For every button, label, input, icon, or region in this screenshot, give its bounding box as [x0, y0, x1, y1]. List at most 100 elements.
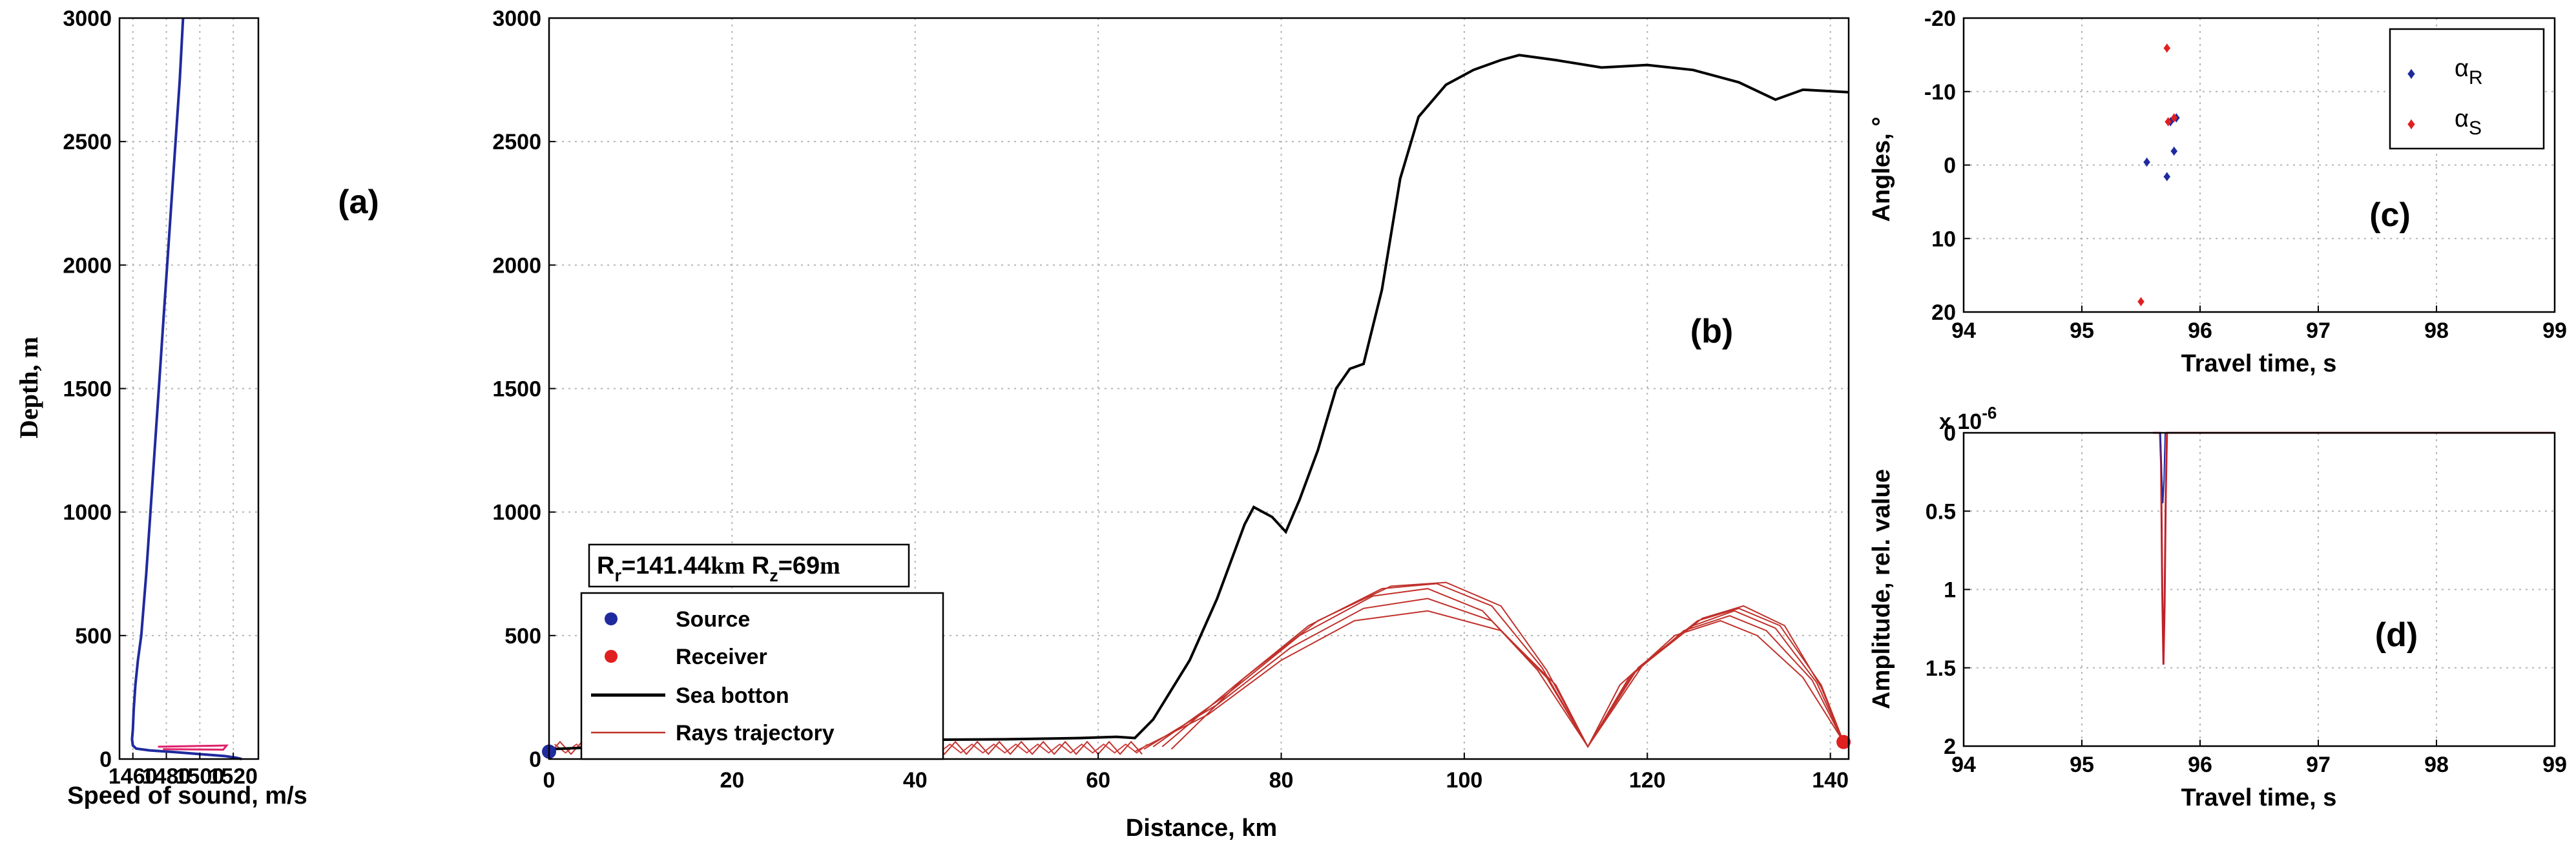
c-xtick-label: 98 — [2424, 318, 2449, 343]
d-xtick-label: 96 — [2188, 753, 2212, 777]
panel-d-series — [2152, 432, 2555, 665]
legend-source-marker — [605, 612, 618, 625]
legend-receiver-marker — [605, 650, 618, 663]
panel-b-ticks: 0 20 40 60 80 100 120 140 0 500 1000 1500 2000 2500 30… — [492, 6, 1849, 793]
panel-a: 1460148015001520050010001500200025003000… — [14, 6, 379, 809]
angle-point-1-2: ♦ — [2170, 110, 2178, 127]
panel-d-label: (d) — [2375, 616, 2418, 654]
ray-path-2 — [1152, 588, 1845, 748]
b-xtick-label: 100 — [1446, 768, 1483, 793]
c-ytick-label: 0 — [1944, 154, 1956, 178]
a-ytick-label: 3000 — [63, 6, 112, 31]
legend-source-label: Source — [676, 607, 750, 632]
b-xtick-label: 120 — [1629, 768, 1666, 793]
b-ytick-label: 500 — [504, 624, 541, 649]
c-xtick-label: 99 — [2542, 318, 2567, 343]
a-ytick-label: 2500 — [63, 130, 112, 154]
amplitude-pulse-red — [2152, 432, 2555, 665]
a-ytick-label: 500 — [75, 624, 112, 649]
c-ytick-label: 10 — [1931, 227, 1956, 251]
panel-d-scale-note: x 10-6 — [1939, 403, 1997, 434]
d-ytick-label: 2 — [1944, 734, 1956, 759]
angle-point-0-2: ♦ — [2170, 143, 2178, 160]
c-xtick-label: 97 — [2306, 318, 2331, 343]
panel-d: 94 95 96 97 98 99 0 0.5 1 1.5 2 Travel time, s Amp… — [1868, 403, 2567, 811]
b-xtick-label: 0 — [543, 768, 556, 793]
panel-a-grid — [119, 18, 258, 759]
d-ytick-label: 0.5 — [1926, 499, 1956, 524]
a-xtick-label: 1460 — [109, 764, 158, 789]
c-xtick-label: 96 — [2188, 318, 2212, 343]
d-xtick-label: 94 — [1951, 753, 1976, 777]
panel-c-legend: ♦ αR ♦ αS — [2389, 28, 2545, 150]
amplitude-pulse-blue — [2159, 432, 2166, 504]
a-ytick-label: 1000 — [63, 501, 112, 525]
legend-alpha-r-marker: ♦ — [2407, 64, 2415, 83]
ray-path-4 — [1170, 581, 1845, 750]
panel-d-ylabel: Amplitude, rel. value — [1868, 469, 1895, 709]
b-xtick-label: 20 — [720, 768, 744, 793]
c-ytick-label: -20 — [1924, 6, 1956, 31]
panel-d-frame — [1962, 432, 2556, 747]
panel-a-xlabel: Speed of sound, m/s — [67, 782, 307, 809]
panel-c-points: ♦♦♦♦♦♦♦♦♦ — [2137, 40, 2180, 310]
b-ytick-label: 1000 — [492, 501, 541, 525]
legend-alpha-r-label: αR — [2455, 55, 2483, 89]
a-xtick-label: 1520 — [209, 764, 258, 789]
legend-rays-label: Rays trajectory — [676, 721, 835, 745]
a-xtick-label: 1480 — [142, 764, 191, 789]
panel-b-label: (b) — [1690, 313, 1733, 350]
a-ytick-label: 0 — [99, 747, 112, 772]
panel-c-legend-box — [2389, 28, 2545, 150]
legend-alpha-s-label: αS — [2455, 105, 2482, 139]
panel-b-grid — [549, 18, 1849, 759]
angle-point-1-3: ♦ — [2163, 40, 2171, 57]
angle-point-0-1: ♦ — [2163, 169, 2171, 185]
d-xtick-label: 99 — [2542, 753, 2567, 777]
panel-b-xlabel: Distance, km — [1126, 815, 1277, 842]
annotation-text: Rr=141.44km Rz=69m — [597, 552, 840, 585]
legend-alpha-s-marker: ♦ — [2407, 114, 2415, 133]
panel-d-ticks: 94 95 96 97 98 99 0 0.5 1 1.5 2 — [1926, 421, 2567, 777]
d-xtick-label: 98 — [2424, 753, 2449, 777]
panel-b-sea-bottom — [548, 54, 1849, 751]
b-ytick-label: 0 — [529, 747, 541, 772]
legend-receiver-label: Receiver — [676, 645, 767, 669]
b-xtick-label: 60 — [1086, 768, 1110, 793]
panel-b-endpoints — [542, 734, 1851, 759]
a-ytick-label: 1500 — [63, 377, 112, 402]
b-xtick-label: 140 — [1812, 768, 1849, 793]
panel-a-surface-profile — [158, 744, 229, 751]
d-ytick-label: 1.5 — [1926, 656, 1956, 681]
panel-c-ylabel: Angles, ° — [1868, 116, 1895, 222]
a-ytick-label: 2000 — [63, 253, 112, 278]
panel-c-label: (c) — [2369, 196, 2411, 234]
legend-sea-bottom-label: Sea botton — [676, 683, 789, 708]
angle-point-0-4: ♦ — [2172, 110, 2180, 127]
b-xtick-label: 40 — [903, 768, 928, 793]
b-ytick-label: 2500 — [492, 130, 541, 154]
angle-point-1-0: ♦ — [2137, 293, 2145, 310]
panel-a-speed-profile — [130, 17, 242, 760]
panel-b: 0 20 40 60 80 100 120 140 0 500 1000 1500 2000 2500 30… — [492, 6, 1851, 842]
panel-c-ticks: 94 95 96 97 98 99 -20 -10 0 10 20 — [1924, 6, 2567, 343]
d-xtick-label: 95 — [2070, 753, 2094, 777]
d-ytick-label: 0 — [1944, 421, 1956, 446]
angle-point-1-1: ♦ — [2164, 113, 2172, 130]
receiver-marker — [1836, 734, 1851, 749]
panel-a-ylabel: Depth, m — [14, 337, 43, 439]
b-xtick-label: 80 — [1269, 768, 1294, 793]
legend-box — [580, 592, 944, 760]
b-ytick-label: 2000 — [492, 253, 541, 278]
annotation-box — [588, 543, 910, 588]
c-ytick-label: -10 — [1924, 80, 1956, 105]
b-ytick-label: 1500 — [492, 377, 541, 402]
panel-a-label: (a) — [338, 183, 379, 221]
angle-point-0-3: ♦ — [2166, 113, 2174, 130]
c-xtick-label: 95 — [2070, 318, 2094, 343]
d-xtick-label: 97 — [2306, 753, 2331, 777]
a-xtick-label: 1500 — [176, 764, 225, 789]
